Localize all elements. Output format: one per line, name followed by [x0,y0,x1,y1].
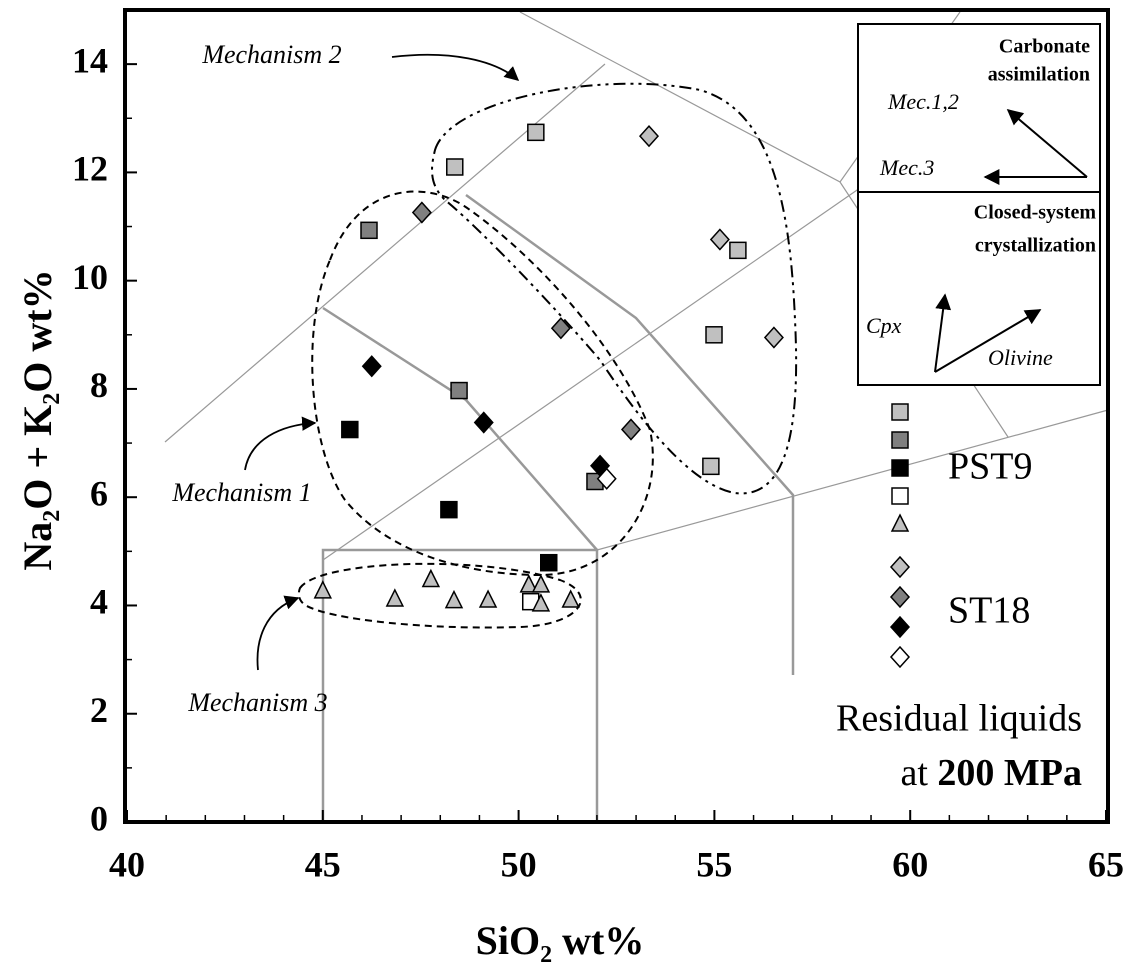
y-tick-label: 8 [90,365,108,405]
legend-marker [891,431,909,449]
point [385,588,405,607]
x-tick-label: 65 [1088,844,1124,884]
point [561,589,580,608]
annotation: Mechanism 3 [187,688,327,717]
legend-marker [891,403,909,421]
y-tick-label: 12 [72,149,108,189]
inset-title: crystallization [975,235,1096,257]
inset-title: assimilation [988,64,1090,86]
inset-title: Carbonate [999,36,1090,58]
point [444,589,464,609]
legend-marker [891,487,909,505]
point [341,420,359,439]
point [550,317,571,340]
point [478,589,498,608]
plot-frame [123,8,1110,824]
note-part: 200 MPa [937,752,1082,794]
note: at 200 MPa [900,752,1082,794]
annotation: Mechanism 1 [171,478,311,507]
y-tick-label: 2 [90,690,108,730]
point [702,457,720,476]
point [473,411,494,434]
point [440,500,458,519]
y-tick-label: 6 [90,473,108,513]
legend-label: PST9 [948,446,1032,488]
point [313,580,333,599]
note: Residual liquids [836,698,1082,740]
point [531,593,551,612]
point [729,241,747,260]
x-tick-label: 60 [892,844,928,884]
legend-marker [890,513,910,532]
inset-label: Mec.1,2 [887,89,959,114]
x-tick-label: 55 [696,844,732,884]
point [620,418,641,441]
y-tick-label: 14 [72,40,108,80]
point [596,467,617,490]
annotation-arrows [244,53,520,671]
point [360,221,378,240]
point [361,355,382,378]
legend-marker [889,555,911,579]
annotation: Mechanism 2 [201,40,341,69]
inset-arrows [934,108,1088,373]
point [709,228,730,251]
x-tick-label: 45 [305,844,341,884]
x-tick-label: 40 [109,844,145,884]
legend-label: ST18 [948,590,1030,632]
y-tick-label: 0 [90,798,108,838]
legend-marker [889,645,911,669]
point [450,381,468,400]
y-axis-label: Na₂O + K₂O wt% [15,269,60,570]
inset: Carbonate assimilation Mec.1,2 Mec.3 Clo… [857,23,1101,386]
legend-marker [891,459,909,477]
point [531,574,551,593]
envelopes [297,82,798,629]
y-tick-label: 10 [72,257,108,297]
point [411,201,432,224]
inset-box [857,23,1101,386]
legend-marker [889,585,911,609]
y-tick-label: 4 [90,582,108,622]
point [705,326,723,344]
point [527,123,545,142]
point [540,553,558,572]
point [519,574,538,593]
point [763,326,784,349]
note-part: at [900,752,928,794]
legend-marker [889,615,911,639]
x-tick-label: 50 [501,844,537,884]
inset-label: Mec.3 [879,155,934,180]
point [638,125,660,148]
field-boundaries [164,11,1109,822]
inset-title: Closed-system [974,202,1097,224]
inset-label: Olivine [988,345,1053,370]
point [446,158,464,176]
inset-label: Cpx [866,313,902,338]
x-axis-label: SiO₂ wt% [476,918,645,963]
point [421,568,441,588]
